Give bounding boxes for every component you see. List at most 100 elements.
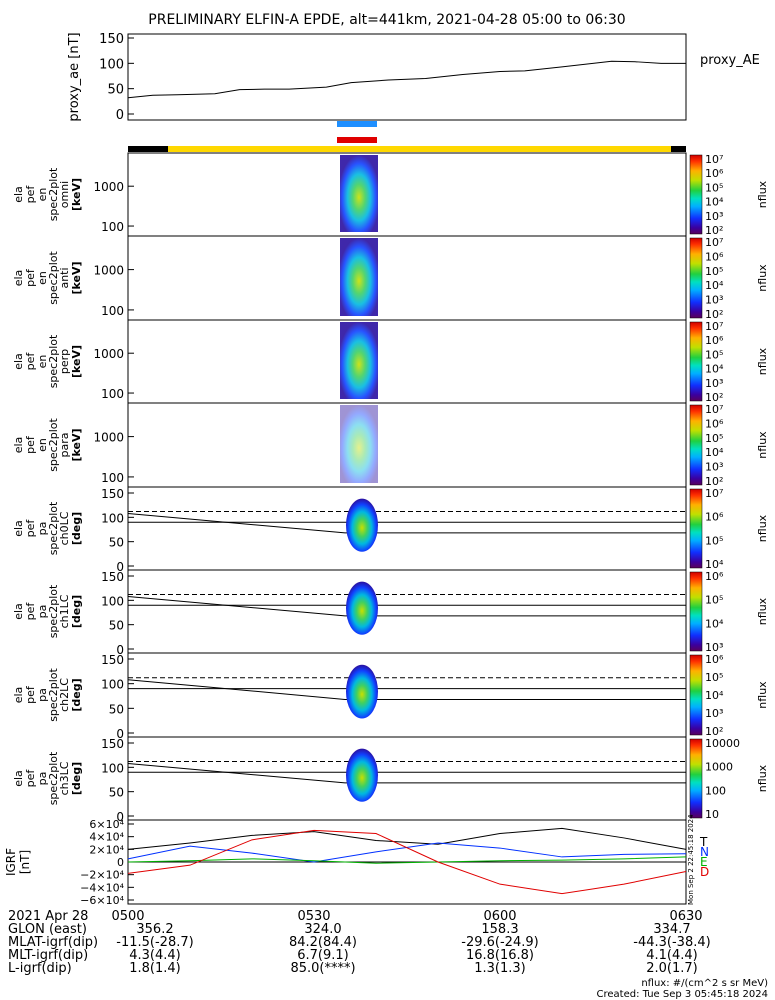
- panel-ylabel: ch2LC: [58, 678, 71, 712]
- colorbar-tick-label: 10⁶: [705, 417, 724, 430]
- panel-ylabel: ela: [12, 520, 25, 537]
- igrf-ylabel-2: [nT]: [18, 850, 32, 874]
- x-tick-labels: 0500 0530 0600 0630: [111, 909, 702, 924]
- proxy-ae-line: [127, 60, 686, 99]
- colorbar-label: nflux: [756, 681, 769, 709]
- colorbar-tick-label: 10⁵: [705, 671, 723, 684]
- colorbar-tick-label: 10²: [705, 725, 723, 738]
- colorbar-tick-label: 10⁴: [705, 617, 724, 630]
- colorbar-label: nflux: [756, 264, 769, 292]
- spectrogram-region: [346, 748, 378, 802]
- colorbar-tick-label: 10²: [705, 224, 723, 237]
- colorbar-tick-label: 10000: [705, 737, 740, 750]
- colorbar-tick-label: 10³: [705, 377, 723, 390]
- panel-ylabel: ch1LC: [58, 594, 71, 628]
- colorbar-tick-label: 10²: [705, 308, 723, 321]
- panel-ylabel: anti: [58, 267, 71, 288]
- panel-ylabel: pa: [36, 605, 49, 619]
- ytick-label: 100: [101, 511, 124, 525]
- panel-ylabel: pef: [24, 685, 37, 704]
- loss-cone-line: [127, 595, 686, 617]
- ephemeris-value: 1.3(1.3): [474, 961, 526, 976]
- colorbar-tick-label: 10⁶: [705, 653, 724, 666]
- ytick-label: 1000: [93, 431, 124, 445]
- ephemeris-value: 6.7(9.1): [297, 948, 349, 963]
- panel-ylabel: [deg]: [70, 595, 83, 628]
- proxy-ae-yticks: 0 50 100 150: [99, 32, 134, 123]
- colorbar-tick-label: 10⁵: [705, 265, 723, 278]
- colorbar-tick-label: 10²: [705, 475, 723, 488]
- panel-ylabel: [keV]: [70, 428, 83, 461]
- x-tick-label: 0600: [483, 909, 516, 924]
- x-tick-label: 0530: [297, 909, 330, 924]
- ephemeris-value: 85.0(****): [290, 961, 355, 976]
- panel-ylabel: ela: [12, 603, 25, 620]
- science-marker-red: [337, 137, 377, 143]
- panel-proxy-ae: 0 50 100 150 proxy_ae [nT] proxy_AE: [67, 32, 760, 123]
- spectrogram-region: [340, 155, 378, 232]
- ytick-label: 100: [101, 471, 124, 485]
- panel-ylabel: [deg]: [70, 762, 83, 795]
- igrf-ytick-label: 4×10⁴: [89, 831, 124, 844]
- ytick-label: 0: [116, 643, 124, 657]
- panel-ylabel: pef: [24, 185, 37, 204]
- colorbar-label: nflux: [756, 431, 769, 459]
- ephemeris-value: 158.3: [481, 922, 518, 937]
- panel-ylabel: pef: [24, 519, 37, 538]
- panel-frame: [127, 319, 687, 404]
- colorbar-tick-label: 10⁵: [705, 348, 723, 361]
- colorbar-tick-label: 10⁷: [705, 236, 723, 249]
- igrf-legend-E: E: [700, 855, 708, 869]
- colorbar-tick-label: 10: [705, 808, 719, 821]
- panel-ylabel: en: [36, 355, 49, 369]
- ytick-label: 150: [101, 737, 124, 751]
- ytick-label: 50: [109, 702, 124, 716]
- loss-cone-line: [127, 512, 686, 534]
- panel-ylabel: pef: [24, 352, 37, 371]
- panel-frame: [127, 652, 687, 738]
- colorbar: [689, 404, 703, 486]
- proxy-ae-ytick-label: 100: [99, 57, 124, 72]
- ytick-label: 100: [101, 594, 124, 608]
- ytick-label: 1000: [93, 347, 124, 361]
- ytick-label: 150: [101, 570, 124, 584]
- x-tick-label: 0500: [111, 909, 144, 924]
- colorbar-label: nflux: [756, 180, 769, 208]
- colorbar-tick-label: 10³: [705, 641, 723, 654]
- igrf-ytick-label: −2×10⁴: [80, 869, 124, 882]
- igrf-lines: [127, 827, 687, 895]
- panel-ylabel: pef: [24, 602, 37, 621]
- ytick-label: 50: [109, 619, 124, 633]
- proxy-ae-ytick-label: 50: [107, 83, 124, 98]
- ytick-label: 100: [101, 761, 124, 775]
- igrf-ytick-label: 0: [117, 856, 124, 869]
- status-bar-yellow: [168, 146, 671, 152]
- igrf-series-T: [127, 827, 687, 850]
- loss-cone-line: [127, 679, 686, 700]
- panel-frame: [127, 486, 687, 571]
- ephemeris-row-label: MLAT-igrf(dip): [8, 935, 98, 950]
- panel-ylabel: spec2plot: [47, 501, 60, 555]
- colorbar-label: nflux: [756, 597, 769, 625]
- ephemeris-value: -44.3(-38.4): [633, 935, 710, 950]
- panel-ylabel: ela: [12, 270, 25, 287]
- colorbar-tick-label: 10⁶: [705, 250, 724, 263]
- panel-frame: [127, 152, 687, 237]
- colorbar-tick-label: 10³: [705, 210, 723, 223]
- proxy-ae-ytick-label: 150: [99, 32, 124, 47]
- colorbar-tick-label: 10⁶: [705, 570, 724, 583]
- proxy-ae-ylabel: proxy_ae [nT]: [67, 32, 82, 121]
- ytick-label: 0: [116, 560, 124, 574]
- ytick-label: 0: [116, 727, 124, 741]
- igrf-legend-D: D: [700, 865, 709, 879]
- side-stamp: Mon Sep 2 22:45:18 2024: [687, 814, 695, 905]
- igrf-ytick-label: 6×10⁴: [89, 818, 124, 831]
